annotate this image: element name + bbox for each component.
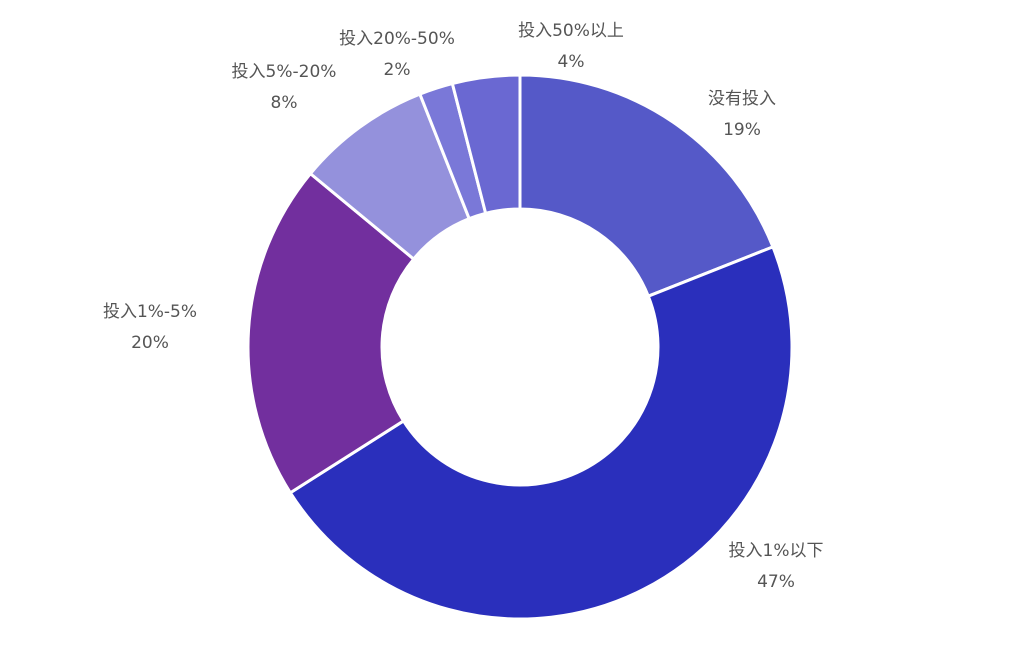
slice-value-label: 47% [757,572,795,592]
slice-value-label: 4% [558,52,585,72]
slice-category-label: 投入20%-50% [339,29,455,49]
slice-category-label: 投入50%以上 [518,21,624,41]
donut-slices [246,73,794,621]
donut-slice [246,172,416,495]
donut-slice [518,73,775,298]
slice-category-label: 没有投入 [708,89,776,109]
slice-value-label: 8% [271,93,298,113]
slice-category-label: 投入1%-5% [103,302,197,322]
donut-slice [288,245,794,621]
slice-category-label: 投入5%-20% [232,62,337,82]
slice-value-label: 19% [723,120,761,140]
slice-category-label: 投入1%以下 [729,541,824,561]
slice-value-label: 2% [384,60,411,80]
slice-value-label: 20% [131,333,169,353]
donut-slice [450,73,522,215]
slice-labels: 没有投入 19% 投入1%以下 47% 投入1%-5% 20% 投入5%-20% 8% 投入20… [103,21,824,592]
